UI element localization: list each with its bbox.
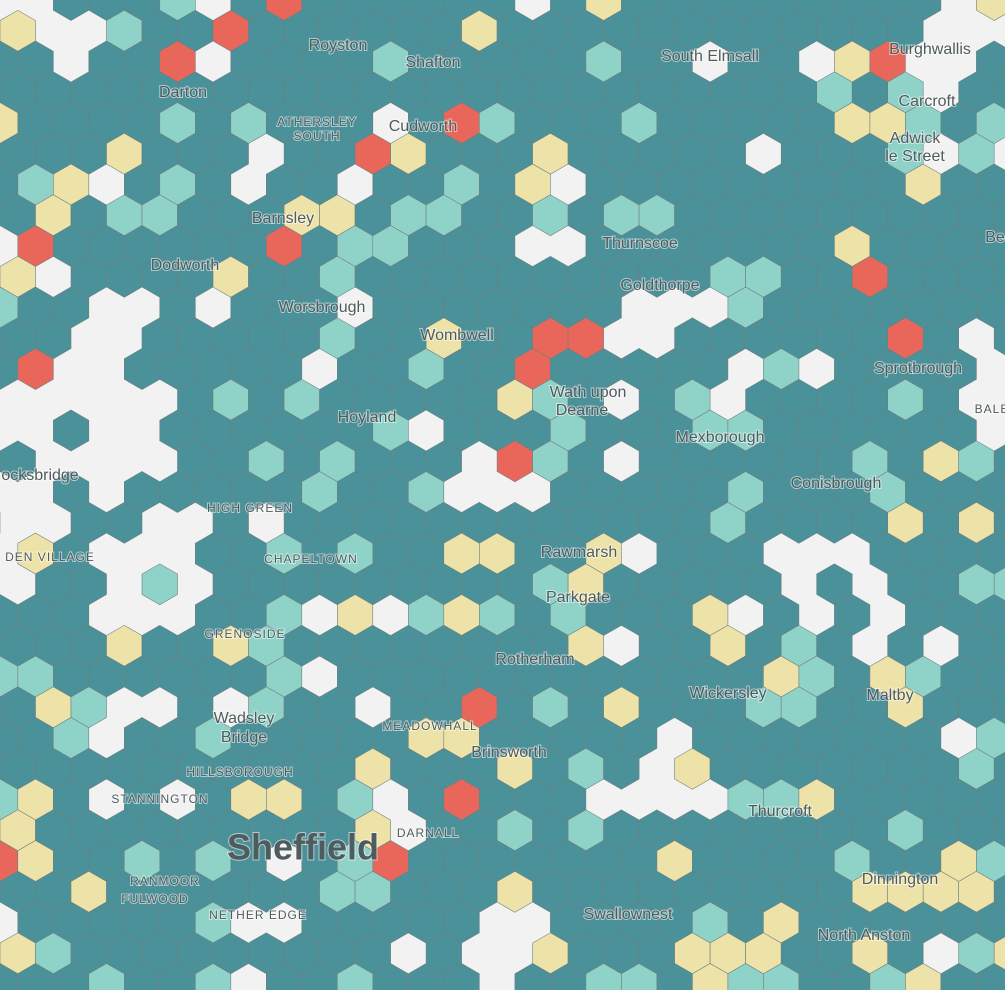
hex-cell	[52, 409, 90, 452]
hex-cell	[692, 963, 729, 990]
place-label: Bridge	[221, 729, 267, 746]
hex-cell	[407, 963, 445, 990]
place-label: Adwick	[890, 130, 942, 147]
label-layer: Royston Shafton South Elmsall Burghwallis Da…	[0, 36, 1005, 945]
hex-cell	[141, 563, 178, 606]
hex-cell	[301, 963, 338, 990]
place-label: Carcroft	[899, 93, 956, 110]
place-label: Mexborough	[676, 429, 765, 446]
hex-cell	[336, 963, 374, 990]
place-label: Sprotbrough	[874, 360, 962, 377]
place-label: Wombwell	[420, 327, 494, 344]
hex-cell	[52, 963, 90, 990]
hex-cell	[17, 963, 54, 990]
place-label: Shafton	[405, 54, 460, 71]
hex-cell	[940, 963, 977, 990]
place-label: GRENOSIDE	[204, 627, 285, 641]
place-label: Rotherham	[495, 651, 574, 668]
place-label: Dinnington	[862, 871, 939, 888]
place-label: Wath upon	[550, 384, 627, 401]
place-label: Barnsley	[252, 210, 314, 227]
hex-cell	[265, 963, 303, 990]
place-label: Rawmarsh	[541, 544, 617, 561]
place-label: Swallownest	[584, 906, 673, 923]
hex-cell	[372, 963, 409, 990]
place-label: Worsbrough	[279, 299, 366, 316]
place-label: Be	[985, 229, 1005, 246]
place-label: Dearne	[556, 402, 609, 419]
hex-cell	[976, 963, 1005, 990]
place-label: NETHER EDGE	[209, 908, 307, 922]
place-label: CHAPELTOWN	[264, 552, 358, 566]
hex-cell	[124, 963, 161, 990]
place-label: SOUTH	[294, 129, 341, 143]
place-label: Dodworth	[151, 257, 219, 274]
hex-cell	[0, 963, 19, 990]
hex-cell	[869, 963, 906, 990]
hex-cell	[106, 501, 143, 544]
place-label: Burghwallis	[889, 41, 971, 58]
place-label: STANNINGTON	[111, 792, 208, 806]
hex-cell	[514, 963, 551, 990]
place-label: DEN VILLAGE	[5, 550, 95, 564]
place-label: Darton	[159, 84, 207, 101]
place-label: Thurnscoe	[602, 235, 678, 252]
hex-cell	[603, 747, 640, 790]
place-label: BALE	[975, 402, 1005, 416]
hex-cell	[976, 0, 1005, 21]
hex-cell	[17, 348, 54, 390]
hex-cell	[195, 963, 232, 990]
hex-cell	[88, 963, 125, 990]
hex-cell	[621, 963, 658, 990]
place-label: le Street	[885, 148, 945, 165]
place-label: Sheffield	[227, 827, 379, 868]
place-label: Wadsley	[214, 710, 275, 727]
place-label: North Anston	[818, 927, 911, 944]
place-label: South Elmsall	[661, 48, 759, 65]
place-label: MEADOWHALL	[382, 719, 477, 733]
hex-cell	[993, 321, 1005, 356]
place-label: Goldthorpe	[620, 277, 699, 294]
hex-cell	[656, 963, 693, 990]
place-label: DARNALL	[397, 826, 459, 840]
hex-cell	[550, 963, 587, 990]
place-label: ocksbridge	[1, 467, 78, 484]
hex-cell	[905, 963, 942, 990]
place-label: Hoyland	[338, 409, 397, 426]
hex-cell	[585, 963, 622, 990]
place-label: FULWOOD	[121, 892, 188, 906]
place-label: Wickersley	[689, 685, 766, 702]
hex-cell	[763, 963, 800, 990]
place-label: RANMOOR	[130, 874, 200, 888]
hex-cell	[798, 963, 835, 990]
place-label: Cudworth	[389, 118, 457, 135]
hex-cell	[443, 963, 480, 990]
hex-cell	[727, 963, 764, 990]
place-label: ATHERSLEY	[277, 115, 356, 129]
place-label: Maltby	[866, 687, 913, 704]
place-label: HIGH GREEN	[207, 501, 293, 515]
place-label: HILLSBOROUGH	[186, 765, 293, 779]
place-label: Parkgate	[546, 589, 610, 606]
place-label: Thurcroft	[748, 803, 813, 820]
place-label: Conisbrough	[791, 475, 882, 492]
place-label: Brinsworth	[471, 744, 547, 761]
hex-cell	[834, 963, 871, 990]
hex-cell	[976, 286, 1005, 329]
hex-cell	[159, 963, 196, 990]
hex-cell	[0, 440, 36, 483]
place-label: Royston	[309, 37, 368, 54]
